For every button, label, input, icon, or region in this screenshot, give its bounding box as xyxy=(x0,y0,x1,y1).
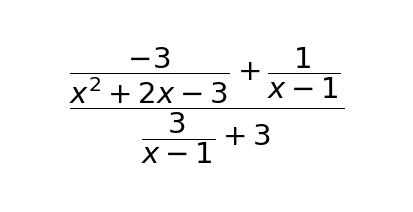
Text: $\dfrac{\dfrac{-3}{x^2+2x-3}+\dfrac{1}{x-1}}{\dfrac{3}{x-1}+3}$: $\dfrac{\dfrac{-3}{x^2+2x-3}+\dfrac{1}{x… xyxy=(69,46,344,166)
